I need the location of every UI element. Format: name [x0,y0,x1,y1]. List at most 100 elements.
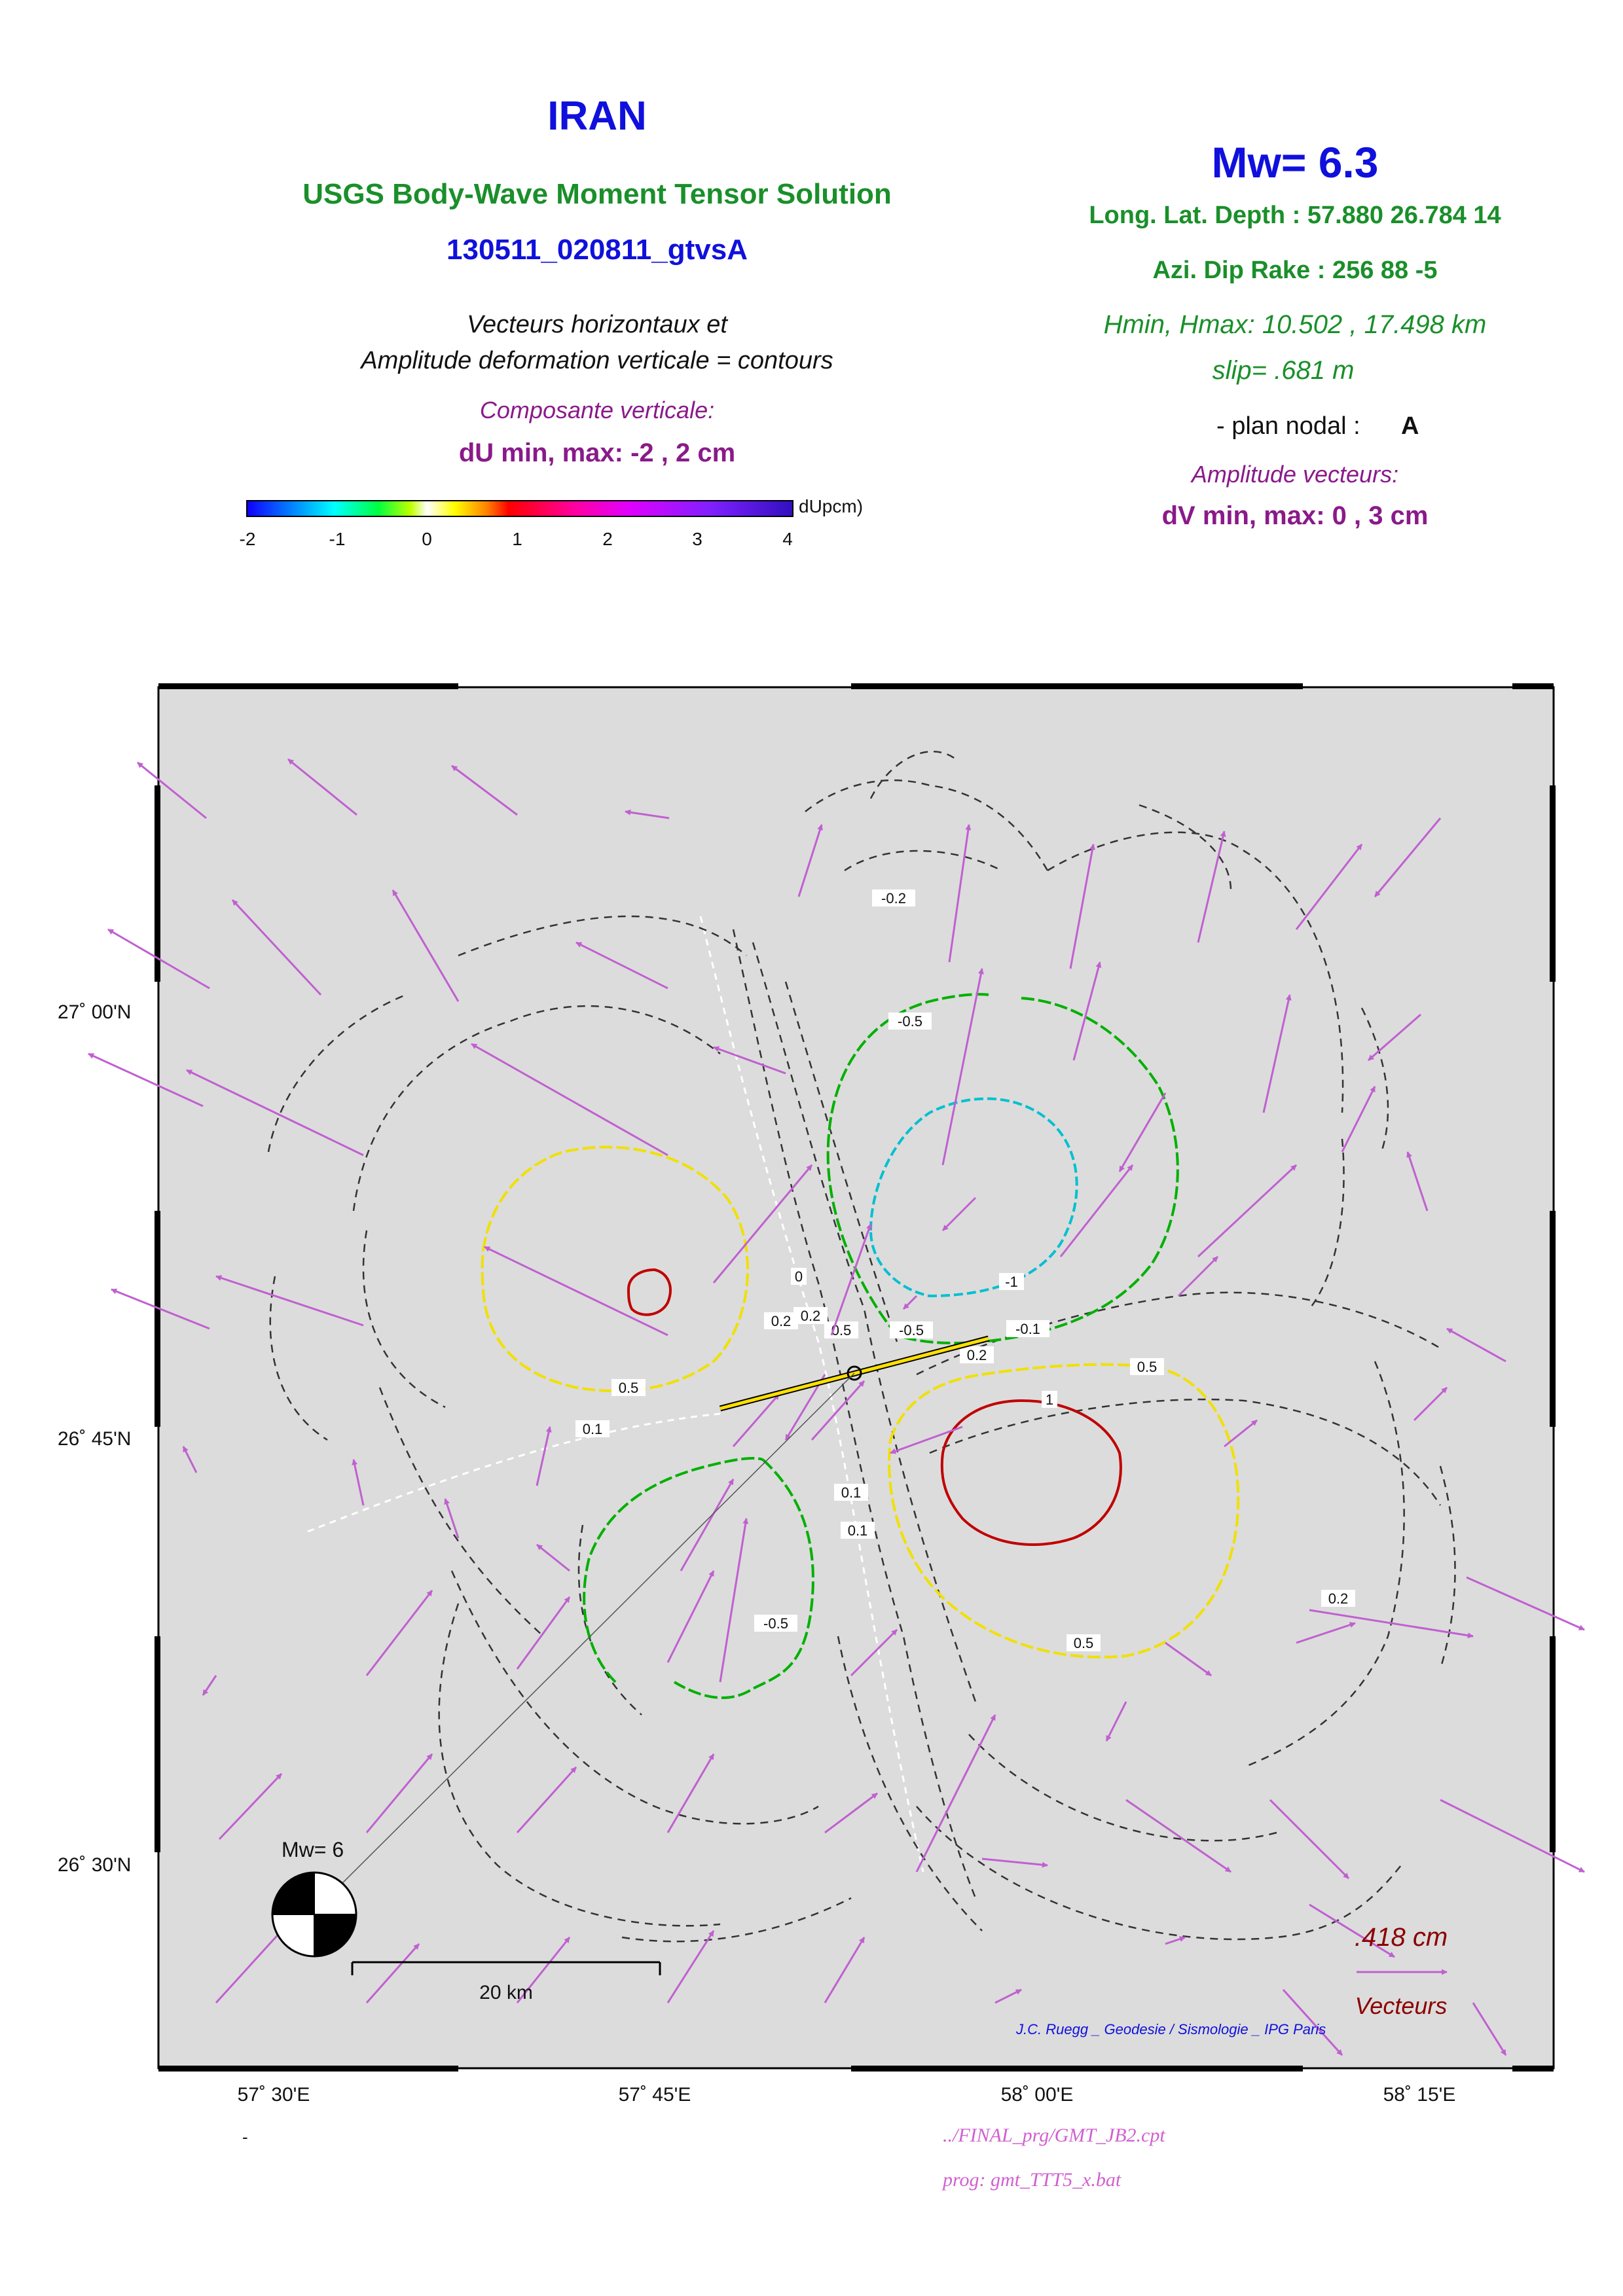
contour-minus-0-5 [583,993,1179,1699]
displacement-vector [1446,1327,1506,1363]
beachball-connector [327,1372,855,1899]
colorbar-tick-label: -2 [239,529,256,549]
displacement-vector [850,1628,898,1677]
contour-label: 0.1 [583,1421,603,1437]
displacement-vector [1165,1936,1186,1945]
frame-tick-bar [851,2066,1303,2072]
displacement-vector [1341,1086,1376,1153]
contour-label-box [1067,1634,1101,1651]
contour-label: 0.1 [848,1522,868,1539]
displacement-vector [666,1930,715,2003]
contour-label-box [824,1321,858,1338]
frame-tick-bar [158,683,458,689]
longitude-label: 57˚ 30'E [237,2084,310,2106]
frame-tick-bar [1550,1211,1556,1427]
frame-tick-bar [158,2066,458,2072]
location-depth: Long. Lat. Depth : 57.880 26.784 14 [1089,202,1501,229]
displacement-vector [365,1943,420,2003]
frame-tick-bar [155,1636,160,1852]
displacement-vector [1262,994,1292,1113]
longitude-label: 58˚ 00'E [1000,2084,1074,2106]
vertical-component-label: Composante verticale: [479,397,715,423]
contour-label: -0.5 [898,1013,922,1030]
displacement-vector [451,764,518,816]
frame-tick-bar [1550,1636,1556,1852]
displacement-vector [811,1380,866,1441]
dv-range: dV min, max: 0 , 3 cm [1161,501,1429,530]
displacement-vector [484,1246,668,1336]
displacement-vector [1072,961,1102,1061]
displacement-vectors [88,758,1585,2056]
contour-label: -0.5 [763,1615,788,1632]
colorbar-tick-label: 4 [782,529,793,549]
longitude-label: 57˚ 45'E [618,2084,691,2106]
displacement-vector [981,1857,1048,1868]
displacement-vector [1197,831,1226,943]
displacement-vector [994,1988,1022,2004]
contour-label: 0.2 [967,1347,987,1363]
frame-tick-bar [1512,2066,1554,2072]
colorbar-tick-label: -1 [329,529,346,549]
displacement-vector [941,968,984,1166]
displacement-vector [824,1937,866,2003]
displacement-vector [1118,1092,1167,1172]
contour-label-box [754,1615,797,1632]
colorbar-tick-label: 3 [692,529,702,549]
displacement-vector [1472,2002,1507,2056]
displacement-vector [1295,844,1363,930]
displacement-vector [1296,1622,1356,1644]
contour-minus-1 [869,1097,1078,1298]
contour-label: -0.2 [881,890,906,906]
displacement-vector [625,809,670,819]
displacement-vector [107,928,210,990]
displacement-vector [890,1426,963,1454]
contour-label-box [793,1307,828,1324]
nodal-plane-value: A [1401,412,1419,440]
magnitude: Mw= 6.3 [1211,138,1379,187]
displacement-vector [215,1929,283,2004]
colorbar-tick-label: 1 [512,529,522,549]
displacement-vector [365,1590,433,1676]
event-id: 130511_020811_gtvsA [447,234,748,266]
displacement-vector [941,1196,977,1232]
displacement-vector [287,758,357,816]
displacement-vector [1069,844,1095,969]
frame-ticks [155,683,1556,2072]
displacement-vector [1177,1255,1219,1297]
displacement-vector [948,824,972,963]
latitude-label: 26˚ 30'N [58,1854,132,1876]
displacement-vector [1224,1419,1258,1448]
displacement-vector [215,1275,364,1327]
displacement-vector [516,1937,571,2003]
contour-label-box [1042,1391,1057,1408]
contour-label: -0.1 [1015,1321,1040,1337]
frame-tick-bar [1550,785,1556,982]
contour-label: 0 [795,1268,803,1285]
displacement-vector [231,899,322,996]
contour-label: 0.1 [841,1484,862,1501]
solution-title: USGS Body-Wave Moment Tensor Solution [302,178,892,210]
nodal-plane-label: - plan nodal : [1216,412,1360,440]
displacement-vector [1105,1701,1127,1742]
contour-label: -1 [1005,1274,1018,1290]
contour-plus-0-5 [481,1145,1240,1659]
colorbar-unit: dUpcm) [799,496,864,516]
footer-dash: - [242,2127,248,2147]
epicenter-marker [847,1365,862,1381]
focal-mechanism-beachball [271,1871,357,1958]
contour-label-box [888,1013,932,1030]
vector-amplitude-label: Amplitude vecteurs: [1191,461,1399,488]
description-line-1: Vecteurs horizontaux et [467,311,727,338]
displacement-vector [1309,1609,1474,1639]
contour-label: 0.5 [619,1380,639,1396]
contour-label: 0.5 [1137,1359,1158,1375]
displacement-vector [680,1479,735,1571]
displacement-vector [1368,1013,1421,1062]
displacement-vector [1197,1164,1298,1258]
contour-label: -0.5 [899,1322,924,1338]
displacement-vector [1165,1641,1212,1677]
contour-label-box [1321,1590,1355,1607]
beachball-label: Mw= 6 [282,1838,344,1861]
contour-label-box [791,1268,807,1285]
